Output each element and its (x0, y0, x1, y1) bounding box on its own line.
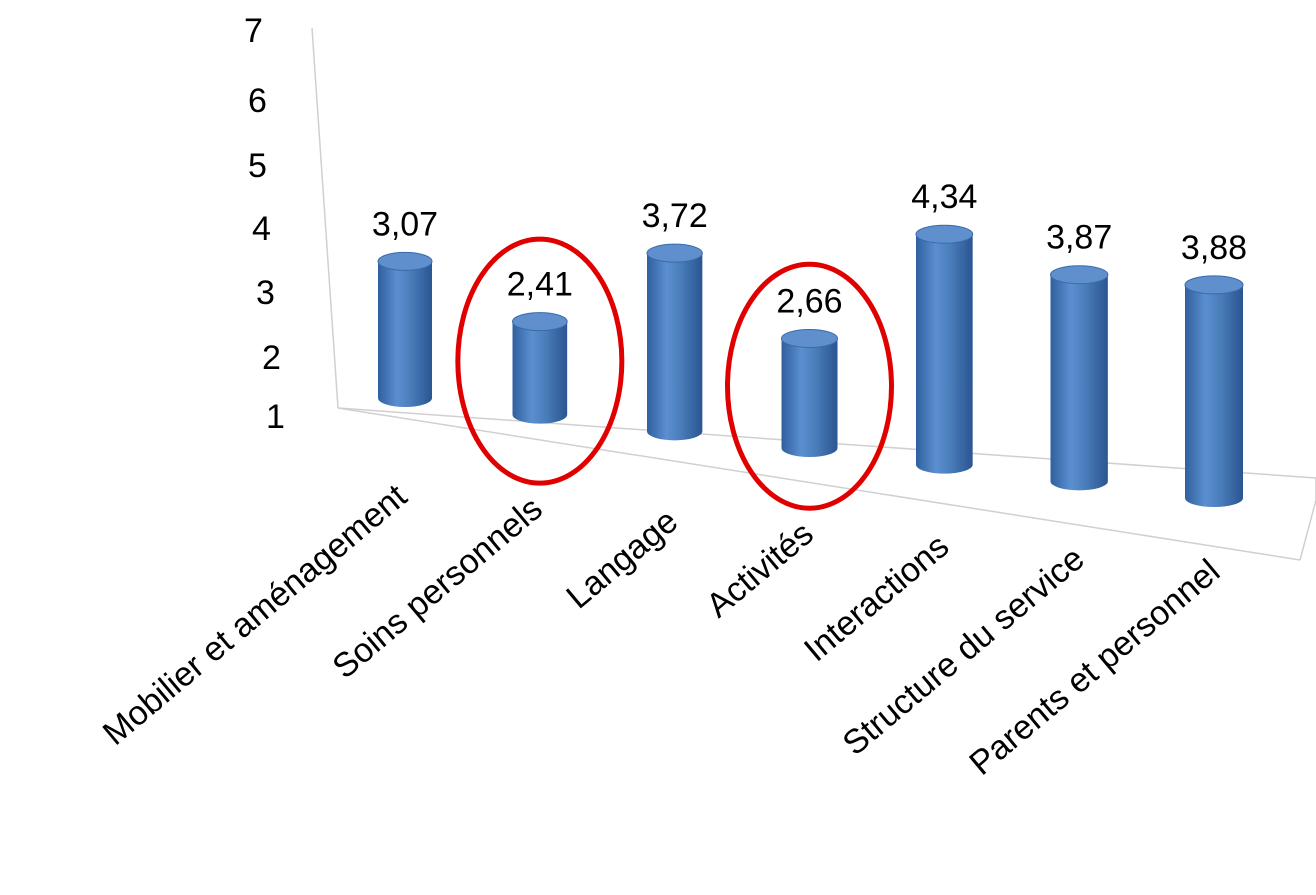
data-label-activites: 2,66 (776, 282, 842, 320)
y-tick-3: 3 (256, 274, 275, 312)
bar-body (378, 261, 432, 407)
data-label-mobilier-et-amenagement: 3,07 (372, 205, 438, 243)
bar-langage (646, 243, 703, 441)
data-label-structure-du-service: 3,87 (1046, 219, 1112, 257)
bar-top (781, 328, 838, 348)
y-tick-7: 7 (244, 12, 263, 50)
y-tick-5: 5 (248, 147, 267, 185)
data-label-langage: 3,72 (642, 197, 708, 235)
bar-top (1184, 275, 1244, 295)
bar-top (646, 243, 703, 263)
bar-body (781, 338, 838, 457)
data-label-interactions: 4,34 (911, 178, 977, 216)
highlight-circles (455, 236, 894, 511)
bar-top (915, 224, 974, 244)
data-label-soins-personnels: 2,41 (507, 266, 573, 304)
category-label-mobilier-et-amenagement: Mobilier et aménagement (96, 477, 415, 753)
floor-front-edge (337, 407, 1301, 561)
category-label-structure-du-service: Structure du service (836, 540, 1092, 763)
bar-body (512, 321, 568, 424)
bars (377, 224, 1244, 507)
bar-body (647, 253, 703, 441)
bar-mobilier-et-amenagement (377, 251, 433, 407)
bar-body (1050, 274, 1108, 491)
category-label-parents-et-personnel: Parents et personnel (962, 552, 1227, 783)
category-label-interactions: Interactions (797, 527, 956, 669)
bar-activites (781, 328, 838, 457)
y-tick-2: 2 (262, 339, 281, 377)
bar-parents-et-personnel (1184, 275, 1244, 507)
data-labels: 3,07 2,41 3,72 2,66 4,34 3,87 3,88 (372, 178, 1247, 320)
bar-body (916, 234, 973, 474)
y-tick-4: 4 (252, 210, 271, 248)
category-label-activites: Activités (699, 515, 820, 625)
y-axis-ticks: 7 6 5 4 3 2 1 (244, 12, 285, 436)
y-tick-6: 6 (248, 82, 267, 120)
bar-top (1050, 265, 1109, 285)
back-wall-edge (311, 27, 339, 409)
data-label-parents-et-personnel: 3,88 (1181, 229, 1247, 267)
bar-soins-personnels (512, 312, 568, 424)
y-tick-1: 1 (266, 398, 285, 436)
bar-top (377, 251, 433, 271)
bar-structure-du-service (1050, 265, 1109, 491)
highlight-circle-soins-personnels (455, 236, 625, 486)
bar-body (1185, 284, 1243, 507)
bar-interactions (915, 224, 974, 474)
category-label-langage: Langage (559, 502, 685, 616)
highlight-circle-activites (725, 261, 894, 511)
bar-top (512, 312, 568, 332)
